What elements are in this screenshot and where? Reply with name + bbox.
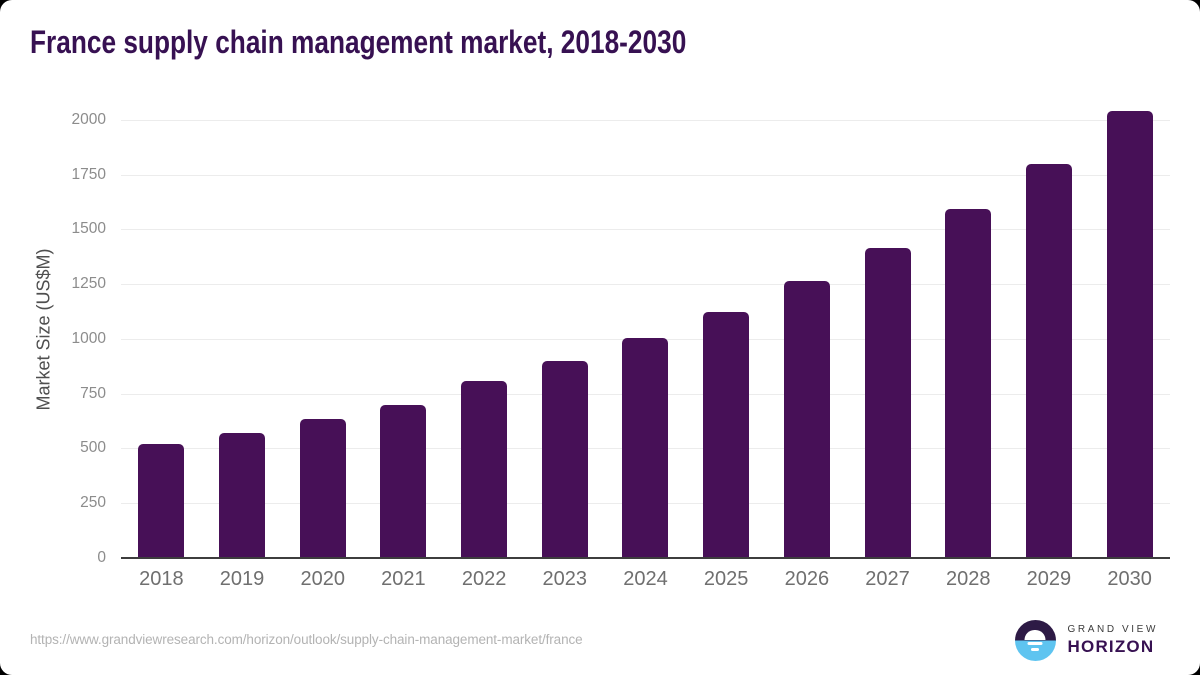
gridline [121,119,1170,121]
gridline [121,229,1170,231]
x-tick-label: 2023 [542,568,588,590]
bar-band [605,100,686,558]
bar-band [928,100,1009,558]
x-tick-label: 2029 [1026,568,1072,590]
bar-band [444,100,525,558]
x-tick-label: 2021 [381,568,426,590]
source-url: https://www.grandviewresearch.com/horizo… [30,632,583,647]
bar-band [524,100,605,558]
bar-2023[interactable] [541,360,588,558]
bar-2028[interactable] [945,208,992,558]
x-tick-label: 2022 [461,568,507,590]
x-tick-label: 2026 [784,568,830,590]
horizon-reflection-line [1031,648,1040,652]
y-tick-label: 1500 [71,220,106,238]
y-tick-label: 1750 [71,165,106,183]
bar-2024[interactable] [622,337,669,558]
logo-brand-top: GRAND VIEW [1067,623,1158,635]
horizon-sun-icon [1014,619,1056,661]
bar-band [847,100,928,558]
sun-dome-shape [1024,629,1046,640]
y-tick-label: 500 [80,439,106,457]
x-tick-label: 2025 [703,568,749,590]
y-tick-label: 1000 [71,329,106,347]
bar-2022[interactable] [461,380,508,558]
bars-container [121,100,1170,558]
bar-2029[interactable] [1025,163,1072,558]
x-axis-labels: 2018 2019 2020 2021 2022 2023 2024 2025 2026 2027… [121,568,1170,591]
gridline [121,284,1170,286]
x-tick-label: 2028 [945,568,991,590]
bar-2025[interactable] [703,311,750,558]
y-tick-label: 250 [80,494,106,512]
bar-2019[interactable] [219,433,266,558]
x-tick-label: 2019 [219,568,265,590]
bar-band [363,100,444,558]
x-tick-label: 2024 [623,568,668,590]
logo-brand-bottom: HORIZON [1067,636,1155,656]
x-tick-label: 2027 [865,568,910,590]
y-tick-label: 2000 [71,110,106,128]
bar-band [121,100,202,558]
bar-band [686,100,767,558]
x-axis-line [121,557,1170,559]
bar-2018[interactable] [138,444,185,558]
bar-2021[interactable] [380,404,427,558]
bar-2026[interactable] [783,280,830,558]
horizon-reflection-line [1027,642,1043,646]
grand-view-horizon-logo: GRAND VIEW HORIZON [1014,619,1158,661]
bar-band [282,100,363,558]
bar-2030[interactable] [1106,111,1153,558]
bar-band [202,100,283,558]
x-tick-label: 2030 [1107,568,1152,590]
y-tick-label: 1250 [71,275,106,293]
chart-title: France supply chain management market, 2… [30,24,687,60]
bar-band [767,100,848,558]
y-tick-label: 750 [80,384,106,402]
x-tick-label: 2020 [300,568,345,590]
y-tick-label: 0 [97,549,106,566]
bar-band [1009,100,1090,558]
bar-2020[interactable] [299,418,346,558]
bar-band [1089,100,1170,558]
x-tick-label: 2018 [139,568,184,590]
gridline [121,174,1170,176]
logo-text: GRAND VIEW HORIZON [1068,624,1158,657]
bar-2027[interactable] [864,247,911,558]
